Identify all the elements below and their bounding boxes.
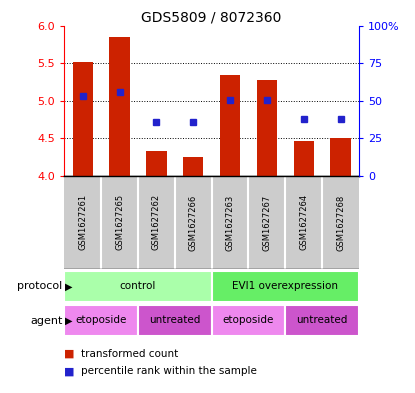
Text: untreated: untreated (149, 315, 200, 325)
Text: etoposide: etoposide (223, 315, 274, 325)
Text: GSM1627265: GSM1627265 (115, 194, 124, 250)
Text: GSM1627268: GSM1627268 (336, 194, 345, 250)
Bar (110, 37, 130, 176)
Text: GSM1627262: GSM1627262 (152, 194, 161, 250)
Bar (212, 305, 286, 336)
Text: untreated: untreated (296, 315, 348, 325)
Text: GSM1627267: GSM1627267 (262, 194, 271, 250)
Text: ■: ■ (64, 349, 75, 359)
Bar (293, 141, 314, 176)
Bar (183, 157, 203, 176)
Text: GSM1627264: GSM1627264 (299, 194, 308, 250)
Bar (212, 271, 359, 302)
Text: transformed count: transformed count (81, 349, 178, 359)
Bar (286, 305, 359, 336)
Text: GSM1627266: GSM1627266 (189, 194, 198, 250)
Bar (330, 138, 351, 176)
Bar (146, 151, 166, 176)
Text: ▶: ▶ (65, 316, 73, 326)
Bar (73, 62, 93, 176)
Bar (64, 305, 138, 336)
Text: GSM1627263: GSM1627263 (226, 194, 234, 250)
Text: control: control (120, 281, 156, 291)
Bar (138, 305, 212, 336)
Title: GDS5809 / 8072360: GDS5809 / 8072360 (142, 10, 282, 24)
Text: percentile rank within the sample: percentile rank within the sample (81, 366, 257, 376)
Text: ■: ■ (64, 366, 75, 376)
Text: agent: agent (30, 316, 62, 326)
Text: GSM1627261: GSM1627261 (78, 194, 87, 250)
Bar (257, 79, 277, 176)
Text: ▶: ▶ (65, 281, 73, 292)
Text: protocol: protocol (17, 281, 62, 292)
Bar (64, 271, 212, 302)
Text: etoposide: etoposide (76, 315, 127, 325)
Text: EVI1 overexpression: EVI1 overexpression (232, 281, 338, 291)
Bar (220, 75, 240, 176)
